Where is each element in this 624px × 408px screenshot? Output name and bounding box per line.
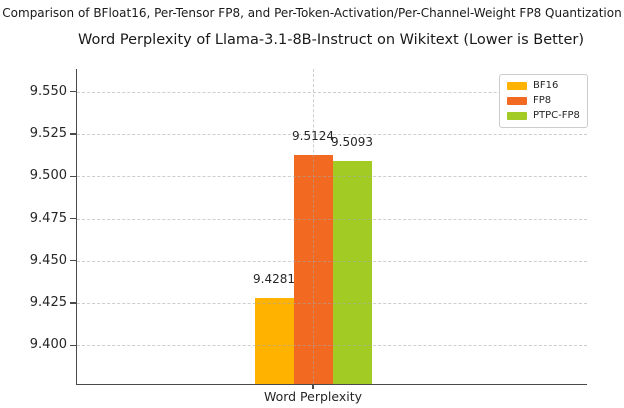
bar-fp8 <box>293 155 333 384</box>
bar-ptpc-fp8 <box>332 160 372 384</box>
legend-label-bf16: BF16 <box>533 80 559 91</box>
legend-label-fp8: FP8 <box>533 95 552 106</box>
x-tick-mark <box>312 384 314 389</box>
bar-value-label-ptpc-fp8: 9.5093 <box>331 134 373 149</box>
y-tick-mark <box>70 260 76 262</box>
y-tick-mark <box>70 175 76 177</box>
chart-title: Word Perplexity of Llama-3.1-8B-Instruct… <box>77 32 585 48</box>
legend-item-ptpc-fp8: PTPC-FP8 <box>507 110 580 122</box>
y-tick-label: 9.400 <box>29 337 67 353</box>
y-tick-label: 9.525 <box>29 126 67 141</box>
y-tick-label: 9.550 <box>29 83 67 99</box>
y-tick-mark <box>70 302 76 304</box>
y-tick-label: 9.500 <box>29 168 67 184</box>
x-tick-label: Word Perplexity <box>263 389 363 404</box>
legend: BF16 FP8 PTPC-FP8 <box>499 74 588 128</box>
y-tick-mark <box>70 217 76 220</box>
bar-bf16 <box>254 297 294 384</box>
legend-item-bf16: BF16 <box>507 80 580 92</box>
y-tick-mark <box>70 91 76 93</box>
legend-swatch-fp8 <box>507 97 527 105</box>
y-tick-mark <box>70 133 76 135</box>
y-tick-label: 9.425 <box>29 294 67 310</box>
plot-area: Word Perplexity BF16 FP8 PTPC-FP8 9.400 9.4… <box>30 69 588 404</box>
bar-value-label-bf16: 9.4281 <box>253 271 295 286</box>
legend-swatch-ptpc-fp8 <box>507 112 527 120</box>
y-tick-label: 9.475 <box>29 210 67 226</box>
legend-swatch-bf16 <box>507 82 527 90</box>
y-tick-mark <box>70 344 76 346</box>
y-tick-label: 9.450 <box>29 252 67 268</box>
legend-item-fp8: FP8 <box>507 95 580 107</box>
legend-label-ptpc-fp8: PTPC-FP8 <box>533 110 580 121</box>
figure-suptitle: Comparison of BFloat16, Per-Tensor FP8, … <box>2 6 622 20</box>
